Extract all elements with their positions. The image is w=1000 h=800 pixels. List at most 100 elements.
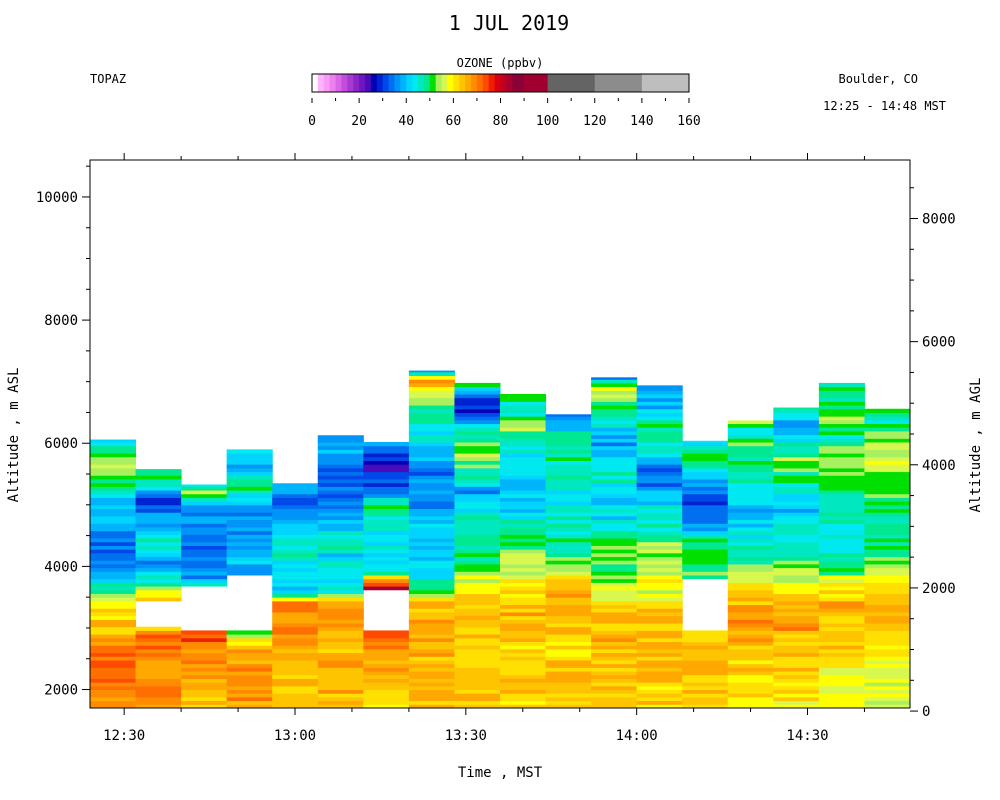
heatmap-cell [545,696,592,702]
heatmap-cell [135,630,182,635]
colorbar-bin [359,74,366,92]
heatmap-cell [90,541,137,546]
colorbar-bin [453,74,460,92]
heatmap-cell [773,630,820,635]
heatmap-cell [226,497,273,502]
heatmap-cell [226,656,273,661]
heatmap-cell [545,597,592,602]
heatmap-cell [135,696,182,702]
heatmap-cell [773,671,820,676]
heatmap-cell [500,645,547,650]
heatmap-cell [636,689,683,694]
heatmap-cell [727,630,774,635]
heatmap-cell [363,504,410,510]
heatmap-cell [818,567,865,572]
heatmap-cell [636,401,683,406]
heatmap-cell [864,671,911,676]
heatmap-cell [363,526,410,532]
heatmap-cell [272,630,319,635]
colorbar-bin [447,74,454,92]
heatmap-cell [272,608,319,613]
heatmap-cell [90,667,137,672]
heatmap-cell [864,704,911,709]
heatmap-cell [272,704,319,709]
heatmap-cell [636,593,683,598]
heatmap-cell [864,682,911,687]
heatmap-cell [636,567,683,572]
heatmap-cell [500,405,547,410]
heatmap-cell [135,493,182,498]
heatmap-cell [636,586,683,591]
heatmap-cell [636,497,683,502]
heatmap-cell [682,538,729,543]
heatmap-cell [818,696,865,702]
heatmap-cell [818,390,865,395]
colorbar-bin [341,74,348,92]
heatmap-cell [454,600,501,606]
heatmap-cell [135,571,182,576]
heatmap-cell [135,685,182,691]
heatmap-cell [682,515,729,521]
heatmap-cell [408,659,455,665]
heatmap-cell [727,523,774,528]
colorbar-bin [547,74,596,92]
heatmap-cell [408,519,455,524]
heatmap-cell [272,575,319,580]
heatmap-cell [818,416,865,421]
heatmap-cell [317,493,364,498]
colorbar-bin [329,74,336,92]
time-range-label: 12:25 - 14:48 MST [823,99,946,113]
heatmap-cell [545,645,592,650]
heatmap-cell [272,497,319,502]
heatmap-cell [90,467,137,473]
heatmap-cell [454,634,501,639]
heatmap-cell [272,604,319,609]
heatmap-cell [636,523,683,528]
heatmap-cell [500,704,547,709]
heatmap-cell [864,526,911,532]
heatmap-cell [135,504,182,510]
heatmap-cell [408,464,455,469]
heatmap-cell [773,663,820,668]
heatmap-cell [864,589,911,594]
heatmap-cell [454,693,501,698]
heatmap-cell [408,512,455,517]
heatmap-cell [363,482,410,487]
heatmap-cell [545,560,592,565]
heatmap-cell [864,471,911,476]
heatmap-cell [545,667,592,672]
heatmap-cell [454,538,501,543]
heatmap-cell [864,689,911,694]
heatmap-cell [363,560,410,565]
heatmap-cell [545,575,592,580]
heatmap-cell [864,493,911,498]
heatmap-cell [500,608,547,613]
heatmap-cell [682,482,729,487]
heatmap-cell [682,501,729,506]
heatmap-cell [818,589,865,594]
heatmap-cell [545,427,592,432]
heatmap-cell [454,663,501,668]
heatmap-cell [636,427,683,432]
heatmap-cell [864,449,911,454]
heatmap-cell [363,534,410,539]
heatmap-cell [272,504,319,510]
heatmap-cell [454,419,501,425]
heatmap-cell [454,478,501,484]
heatmap-cell [272,541,319,546]
heatmap-cell [272,678,319,683]
heatmap-cell [773,407,820,410]
heatmap-cell [90,678,137,683]
heatmap-cell [773,464,820,469]
heatmap-cell [90,626,137,631]
heatmap-cell [818,401,865,406]
heatmap-cell [818,593,865,598]
colorbar-bin [435,74,442,92]
heatmap-cell [682,467,729,473]
heatmap-cell [317,663,364,668]
heatmap-cell [272,519,319,524]
colorbar-bin [494,74,501,92]
heatmap-cell [591,538,638,543]
colorbar-tick-label: 80 [493,114,509,129]
